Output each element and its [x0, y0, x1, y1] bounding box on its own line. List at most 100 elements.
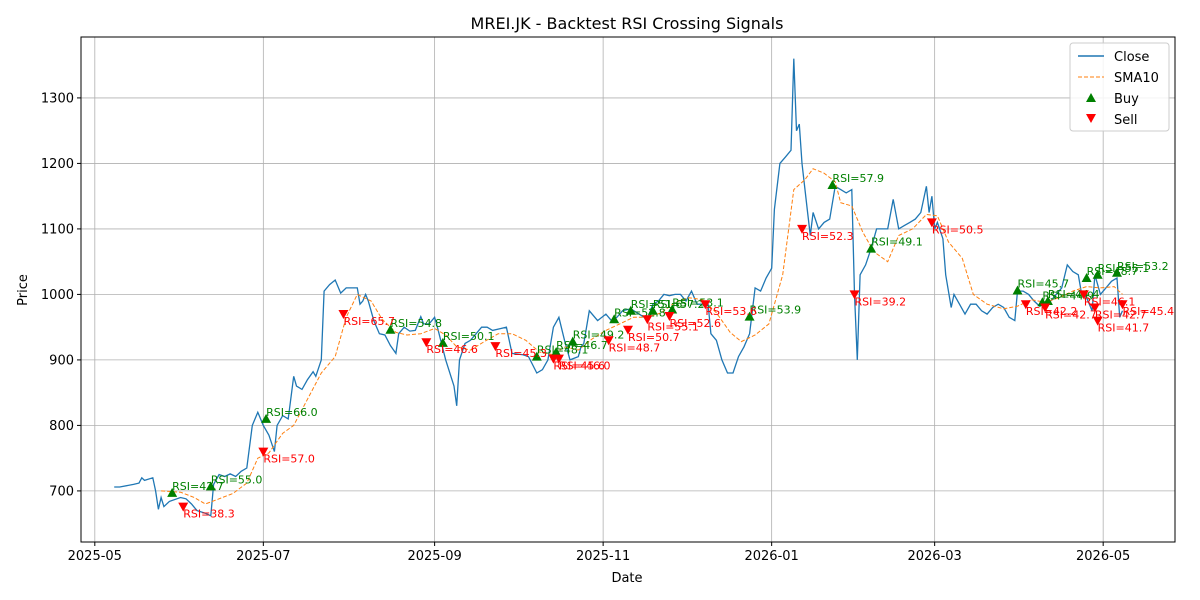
buy-marker — [667, 304, 678, 314]
x-tick-label: 2026-03 — [907, 549, 961, 564]
sell-annotation: RSI=50.5 — [932, 223, 984, 236]
buy-marker — [609, 314, 620, 324]
x-tick-label: 2025-07 — [236, 549, 290, 564]
sell-marker — [664, 312, 675, 322]
sell-marker — [623, 325, 633, 335]
buy-marker — [866, 243, 877, 253]
x-axis: 2025-05 2025-07 2025-09 2025-11 2026-01 2026-… — [68, 542, 1130, 564]
legend-buy-label: Buy — [1114, 92, 1139, 107]
sell-marker — [849, 290, 860, 300]
buy-marker — [385, 324, 396, 334]
sell-marker — [338, 310, 349, 320]
buy-marker — [261, 413, 272, 423]
sell-marker — [797, 224, 808, 234]
y-tick-label: 800 — [49, 419, 74, 434]
sell-annotation: RSI=41.7 — [1098, 322, 1150, 335]
buy-annotation: RSI=49.2 — [573, 329, 625, 342]
buy-annotation: RSI=57.9 — [832, 172, 884, 185]
sell-marker — [258, 447, 269, 457]
buy-marker — [205, 481, 216, 491]
sell-annotation: RSI=53.6 — [705, 305, 757, 318]
y-tick-label: 1200 — [41, 157, 74, 172]
sell-annotation: RSI=46.0 — [559, 360, 611, 373]
sell-marker — [1092, 316, 1103, 326]
buy-marker — [1012, 285, 1023, 295]
sell-marker — [1089, 303, 1100, 313]
legend-buy-marker — [1086, 93, 1096, 102]
buy-marker — [1081, 273, 1092, 283]
sell-annotation: RSI=45.3 — [495, 347, 547, 360]
sell-annotation: RSI=57.0 — [263, 453, 315, 466]
sell-annotation: RSI=42.7 — [1045, 309, 1097, 322]
sell-marker — [178, 502, 189, 512]
x-tick-label: 2025-11 — [576, 549, 630, 564]
buy-marker — [531, 351, 542, 361]
sell-marker — [1078, 290, 1089, 300]
buy-marker — [827, 180, 838, 190]
legend-close-label: Close — [1114, 50, 1149, 65]
buy-annotation: RSI=46.7 — [556, 339, 608, 352]
x-axis-label: Date — [611, 571, 642, 586]
sell-marker — [553, 354, 564, 364]
y-tick-label: 900 — [49, 353, 74, 368]
sell-annotation: RSI=55.1 — [647, 320, 699, 333]
sell-annotation: RSI=52.6 — [669, 317, 721, 330]
sell-annotation: RSI=48.7 — [609, 341, 661, 354]
buy-marker — [437, 337, 448, 347]
buy-annotation: RSI=48.1 — [537, 344, 589, 357]
sma10-line — [161, 168, 1123, 505]
x-tick-label: 2026-05 — [1076, 549, 1130, 564]
sell-marker — [926, 218, 937, 228]
sell-marker — [421, 338, 432, 348]
sell-annotation: RSI=46.6 — [426, 343, 478, 356]
x-tick-label: 2025-05 — [68, 549, 122, 564]
buy-annotation: RSI=50.1 — [443, 330, 495, 343]
y-tick-label: 700 — [49, 484, 74, 499]
sell-marker — [1117, 300, 1128, 310]
sell-marker — [603, 336, 614, 346]
x-tick-label: 2025-09 — [407, 549, 461, 564]
buy-marker — [167, 487, 178, 497]
buy-annotation: RSI=53.2 — [1117, 260, 1169, 273]
buy-annotation: RSI=57.2 — [653, 298, 705, 311]
legend-sell-label: Sell — [1114, 113, 1137, 128]
grid — [81, 37, 1175, 542]
buy-annotation: RSI=54.8 — [390, 317, 442, 330]
y-tick-label: 1100 — [41, 222, 74, 237]
chart-title: MREI.JK - Backtest RSI Crossing Signals — [471, 14, 784, 33]
sell-marker — [490, 342, 501, 352]
plot-frame — [80, 36, 1176, 543]
buy-annotation: RSI=55.1 — [1098, 262, 1150, 275]
buy-annotation: RSI=53.1 — [672, 296, 724, 309]
buy-annotation: RSI=66.0 — [266, 406, 318, 419]
legend: Close SMA10 Buy Sell — [1069, 42, 1170, 132]
sell-annotation: RSI=65.7 — [343, 315, 395, 328]
buy-marker — [1042, 295, 1053, 305]
y-axis-label: Price — [16, 274, 31, 306]
buy-marker — [1111, 267, 1122, 277]
y-tick-label: 1300 — [41, 91, 74, 106]
x-tick-label: 2026-01 — [744, 549, 798, 564]
buy-annotation: RSI=51.6 — [631, 298, 683, 311]
buy-annotation: RSI=45.7 — [1018, 277, 1070, 290]
buy-annotation: RSI=55.0 — [211, 473, 263, 486]
buy-marker — [625, 305, 636, 315]
sell-marker — [700, 300, 711, 310]
sell-annotation: RSI=50.7 — [628, 331, 680, 344]
sell-annotation: RSI=42.2 — [1026, 305, 1078, 318]
sell-marker — [1040, 303, 1051, 313]
buy-marker — [647, 305, 658, 315]
buy-annotation: RSI=49.1 — [871, 236, 923, 249]
plot-area: RSI=42.7 RSI=55.0 RSI=66.0 RSI=54.8RSI=50.1… — [114, 58, 1174, 521]
sell-annotation: RSI=52.3 — [802, 230, 854, 243]
sell-marker — [1020, 300, 1031, 310]
sell-marker — [642, 315, 653, 325]
legend-sma-label: SMA10 — [1114, 71, 1159, 86]
sell-annotation: RSI=39.2 — [855, 295, 907, 308]
legend-box — [1069, 42, 1170, 132]
buy-marker — [567, 336, 578, 346]
buy-marker — [1092, 269, 1103, 279]
sell-annotation: RSI=45.6 — [553, 360, 605, 373]
sell-annotation: RSI=42.7 — [1095, 309, 1147, 322]
